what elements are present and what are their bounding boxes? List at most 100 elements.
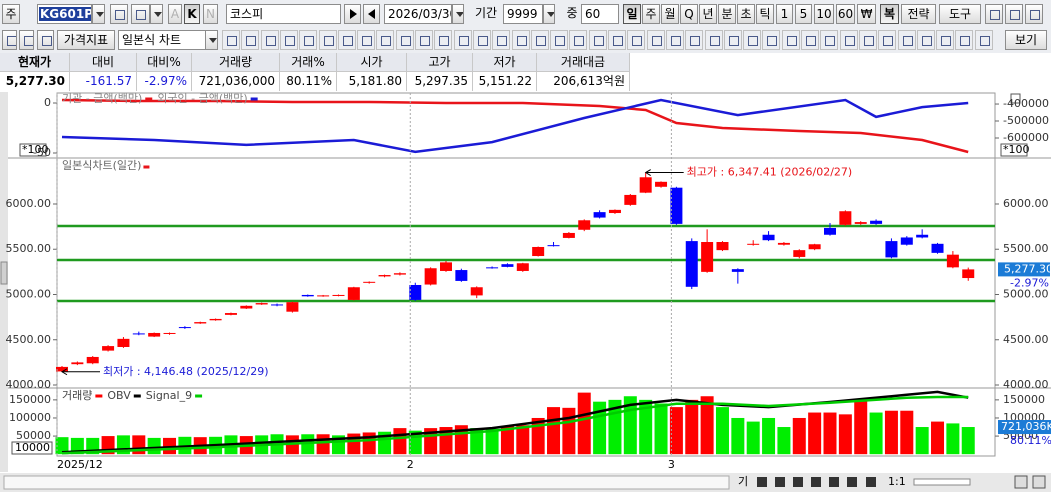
toolbar-button[interactable]: 보기 <box>1005 30 1047 50</box>
icon-button[interactable] <box>110 4 128 24</box>
icon-button[interactable] <box>820 30 839 50</box>
icon-button[interactable] <box>781 30 800 50</box>
icon-button[interactable] <box>511 30 530 50</box>
icon-button[interactable] <box>363 4 380 24</box>
footer-icon[interactable] <box>775 477 785 487</box>
toolbar-button[interactable]: 주 <box>2 4 20 24</box>
icon-button[interactable] <box>434 30 453 50</box>
toolbar-button[interactable]: 도구 <box>939 4 981 24</box>
toolbar-button[interactable]: K <box>184 4 200 24</box>
icon-button[interactable] <box>150 4 163 24</box>
footer-icon[interactable] <box>811 477 821 487</box>
toolbar-button[interactable]: 복 <box>880 4 899 24</box>
icon-button[interactable] <box>492 30 511 50</box>
icon-button[interactable] <box>344 4 361 24</box>
collapse-button[interactable] <box>0 261 8 285</box>
icon-button[interactable] <box>569 30 588 50</box>
footer-icon[interactable] <box>829 477 839 487</box>
icon-button[interactable] <box>376 30 395 50</box>
footer-icon[interactable] <box>847 477 857 487</box>
icon-button[interactable] <box>241 30 260 50</box>
icon-button[interactable] <box>743 30 762 50</box>
toolbar-button[interactable]: 일 <box>623 4 641 24</box>
toolbar-button[interactable]: 10 <box>814 4 834 24</box>
icon-button[interactable] <box>801 30 819 50</box>
scrollbar[interactable] <box>3 475 730 490</box>
icon-button[interactable] <box>92 4 105 24</box>
toolbar-button[interactable]: 틱 <box>756 4 774 24</box>
footer-button[interactable]: 기 <box>738 475 748 488</box>
toolbar-button[interactable]: 9999 <box>503 4 543 24</box>
icon-button[interactable] <box>452 4 464 24</box>
icon-button[interactable] <box>415 30 433 50</box>
toolbar-button[interactable]: ₩ <box>857 4 876 24</box>
icon-button[interactable] <box>530 30 549 50</box>
icon-button[interactable] <box>131 4 150 24</box>
icon-button[interactable] <box>608 30 626 50</box>
toolbar-button[interactable]: 일본식 차트 <box>118 30 206 50</box>
icon-button[interactable] <box>955 30 974 50</box>
icon-button[interactable] <box>878 30 897 50</box>
toolbar-button[interactable]: 5 <box>795 4 812 24</box>
icon-button[interactable] <box>665 30 684 50</box>
icon-button[interactable] <box>543 4 555 24</box>
panel-menu-button[interactable] <box>1010 93 1021 104</box>
toolbar-button[interactable]: 초 <box>737 4 755 24</box>
toolbar-button[interactable]: 주 <box>642 4 660 24</box>
toolbar-button[interactable]: KG601P <box>37 4 92 24</box>
footer-icon[interactable] <box>866 477 876 487</box>
icon-button[interactable] <box>299 30 318 50</box>
icon-button[interactable] <box>839 30 858 50</box>
toolbar-button[interactable]: 60 <box>836 4 855 24</box>
icon-button[interactable] <box>685 30 704 50</box>
icon-button[interactable] <box>550 30 569 50</box>
icon-button[interactable] <box>762 30 781 50</box>
icon-button[interactable] <box>1025 4 1043 24</box>
toolbar-button[interactable]: N <box>203 4 218 24</box>
icon-button[interactable] <box>619 4 622 24</box>
icon-button[interactable] <box>646 30 665 50</box>
icon-button[interactable] <box>337 30 356 50</box>
toolbar-button[interactable]: 전략 <box>901 4 936 24</box>
toolbar-button[interactable]: Q <box>680 4 698 24</box>
icon-button[interactable] <box>916 30 935 50</box>
toolbar-button[interactable]: 코스피 <box>226 4 341 24</box>
icon-button[interactable] <box>472 30 491 50</box>
icon-button[interactable] <box>627 30 646 50</box>
footer-ratio[interactable]: 1:1 <box>888 475 906 488</box>
footer-icon[interactable] <box>1014 475 1028 489</box>
toolbar-button[interactable]: 년 <box>699 4 717 24</box>
icon-button[interactable] <box>974 30 993 50</box>
toolbar-button[interactable]: 가격지표 <box>57 30 115 50</box>
icon-button[interactable] <box>279 30 298 50</box>
toolbar-button[interactable]: A <box>168 4 182 24</box>
toolbar-button[interactable]: 2026/03/30 <box>384 4 452 24</box>
toolbar-button[interactable]: 월 <box>661 4 679 24</box>
footer-icon[interactable] <box>1032 475 1046 489</box>
icon-button[interactable] <box>19 30 34 50</box>
icon-button[interactable] <box>704 30 723 50</box>
icon-button[interactable] <box>395 30 414 50</box>
icon-button[interactable] <box>858 30 877 50</box>
toolbar-button[interactable]: 분 <box>718 4 736 24</box>
icon-button[interactable] <box>588 30 607 50</box>
icon-button[interactable] <box>897 30 916 50</box>
toolbar-button[interactable]: 1 <box>776 4 793 24</box>
icon-button[interactable] <box>37 30 54 50</box>
icon-button[interactable] <box>453 30 472 50</box>
icon-button[interactable] <box>318 30 337 50</box>
icon-button[interactable] <box>936 30 955 50</box>
zoom-slider[interactable] <box>913 478 971 486</box>
icon-button[interactable] <box>357 30 376 50</box>
icon-button[interactable] <box>723 30 742 50</box>
y-tick-label: 0 <box>44 96 51 109</box>
toolbar-button[interactable]: 60 <box>581 4 619 24</box>
icon-button[interactable] <box>2 30 17 50</box>
footer-icon[interactable] <box>757 477 767 487</box>
icon-button[interactable] <box>260 30 279 50</box>
icon-button[interactable] <box>985 4 1003 24</box>
dropdown-button[interactable] <box>205 30 218 50</box>
icon-button[interactable] <box>222 30 240 50</box>
icon-button[interactable] <box>1005 4 1023 24</box>
footer-icon[interactable] <box>793 477 803 487</box>
